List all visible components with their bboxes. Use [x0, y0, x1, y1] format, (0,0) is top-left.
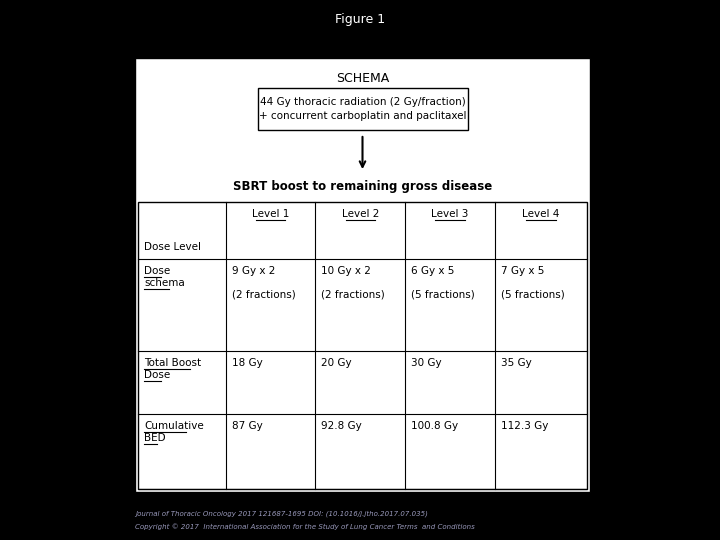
Text: 44 Gy thoracic radiation (2 Gy/fraction): 44 Gy thoracic radiation (2 Gy/fraction): [260, 97, 465, 107]
Text: Level 3: Level 3: [431, 209, 469, 219]
Bar: [258, 88, 467, 130]
Text: schema: schema: [144, 279, 185, 288]
Text: Total Boost: Total Boost: [144, 358, 201, 368]
Text: 112.3 Gy: 112.3 Gy: [501, 421, 549, 431]
Text: SCHEMA: SCHEMA: [336, 72, 389, 85]
Text: Figure 1: Figure 1: [335, 13, 385, 26]
Text: 10 Gy x 2

(2 fractions): 10 Gy x 2 (2 fractions): [321, 266, 385, 300]
Text: 100.8 Gy: 100.8 Gy: [411, 421, 459, 431]
Bar: [138, 202, 587, 489]
Text: Level 1: Level 1: [252, 209, 289, 219]
Text: Level 2: Level 2: [341, 209, 379, 219]
Text: 87 Gy: 87 Gy: [232, 421, 262, 431]
Text: Dose: Dose: [144, 370, 170, 380]
Bar: [135, 58, 590, 492]
Text: Journal of Thoracic Oncology 2017 121687-1695 DOI: (10.1016/j.jtho.2017.07.035): Journal of Thoracic Oncology 2017 121687…: [135, 510, 428, 517]
Text: Copyright © 2017  International Association for the Study of Lung Cancer Terms  : Copyright © 2017 International Associati…: [135, 523, 474, 530]
Text: 6 Gy x 5

(5 fractions): 6 Gy x 5 (5 fractions): [411, 266, 475, 300]
Text: SBRT boost to remaining gross disease: SBRT boost to remaining gross disease: [233, 180, 492, 193]
Text: 7 Gy x 5

(5 fractions): 7 Gy x 5 (5 fractions): [501, 266, 564, 300]
Text: 9 Gy x 2

(2 fractions): 9 Gy x 2 (2 fractions): [232, 266, 295, 300]
Text: Dose Level: Dose Level: [144, 242, 201, 252]
Text: 20 Gy: 20 Gy: [321, 358, 352, 368]
Text: Cumulative: Cumulative: [144, 421, 204, 431]
Text: 35 Gy: 35 Gy: [501, 358, 531, 368]
Text: + concurrent carboplatin and paclitaxel: + concurrent carboplatin and paclitaxel: [258, 111, 467, 121]
Text: Dose: Dose: [144, 266, 170, 276]
Text: BED: BED: [144, 434, 166, 443]
Text: Level 4: Level 4: [522, 209, 559, 219]
Text: 92.8 Gy: 92.8 Gy: [321, 421, 362, 431]
Text: 30 Gy: 30 Gy: [411, 358, 442, 368]
Text: 18 Gy: 18 Gy: [232, 358, 262, 368]
